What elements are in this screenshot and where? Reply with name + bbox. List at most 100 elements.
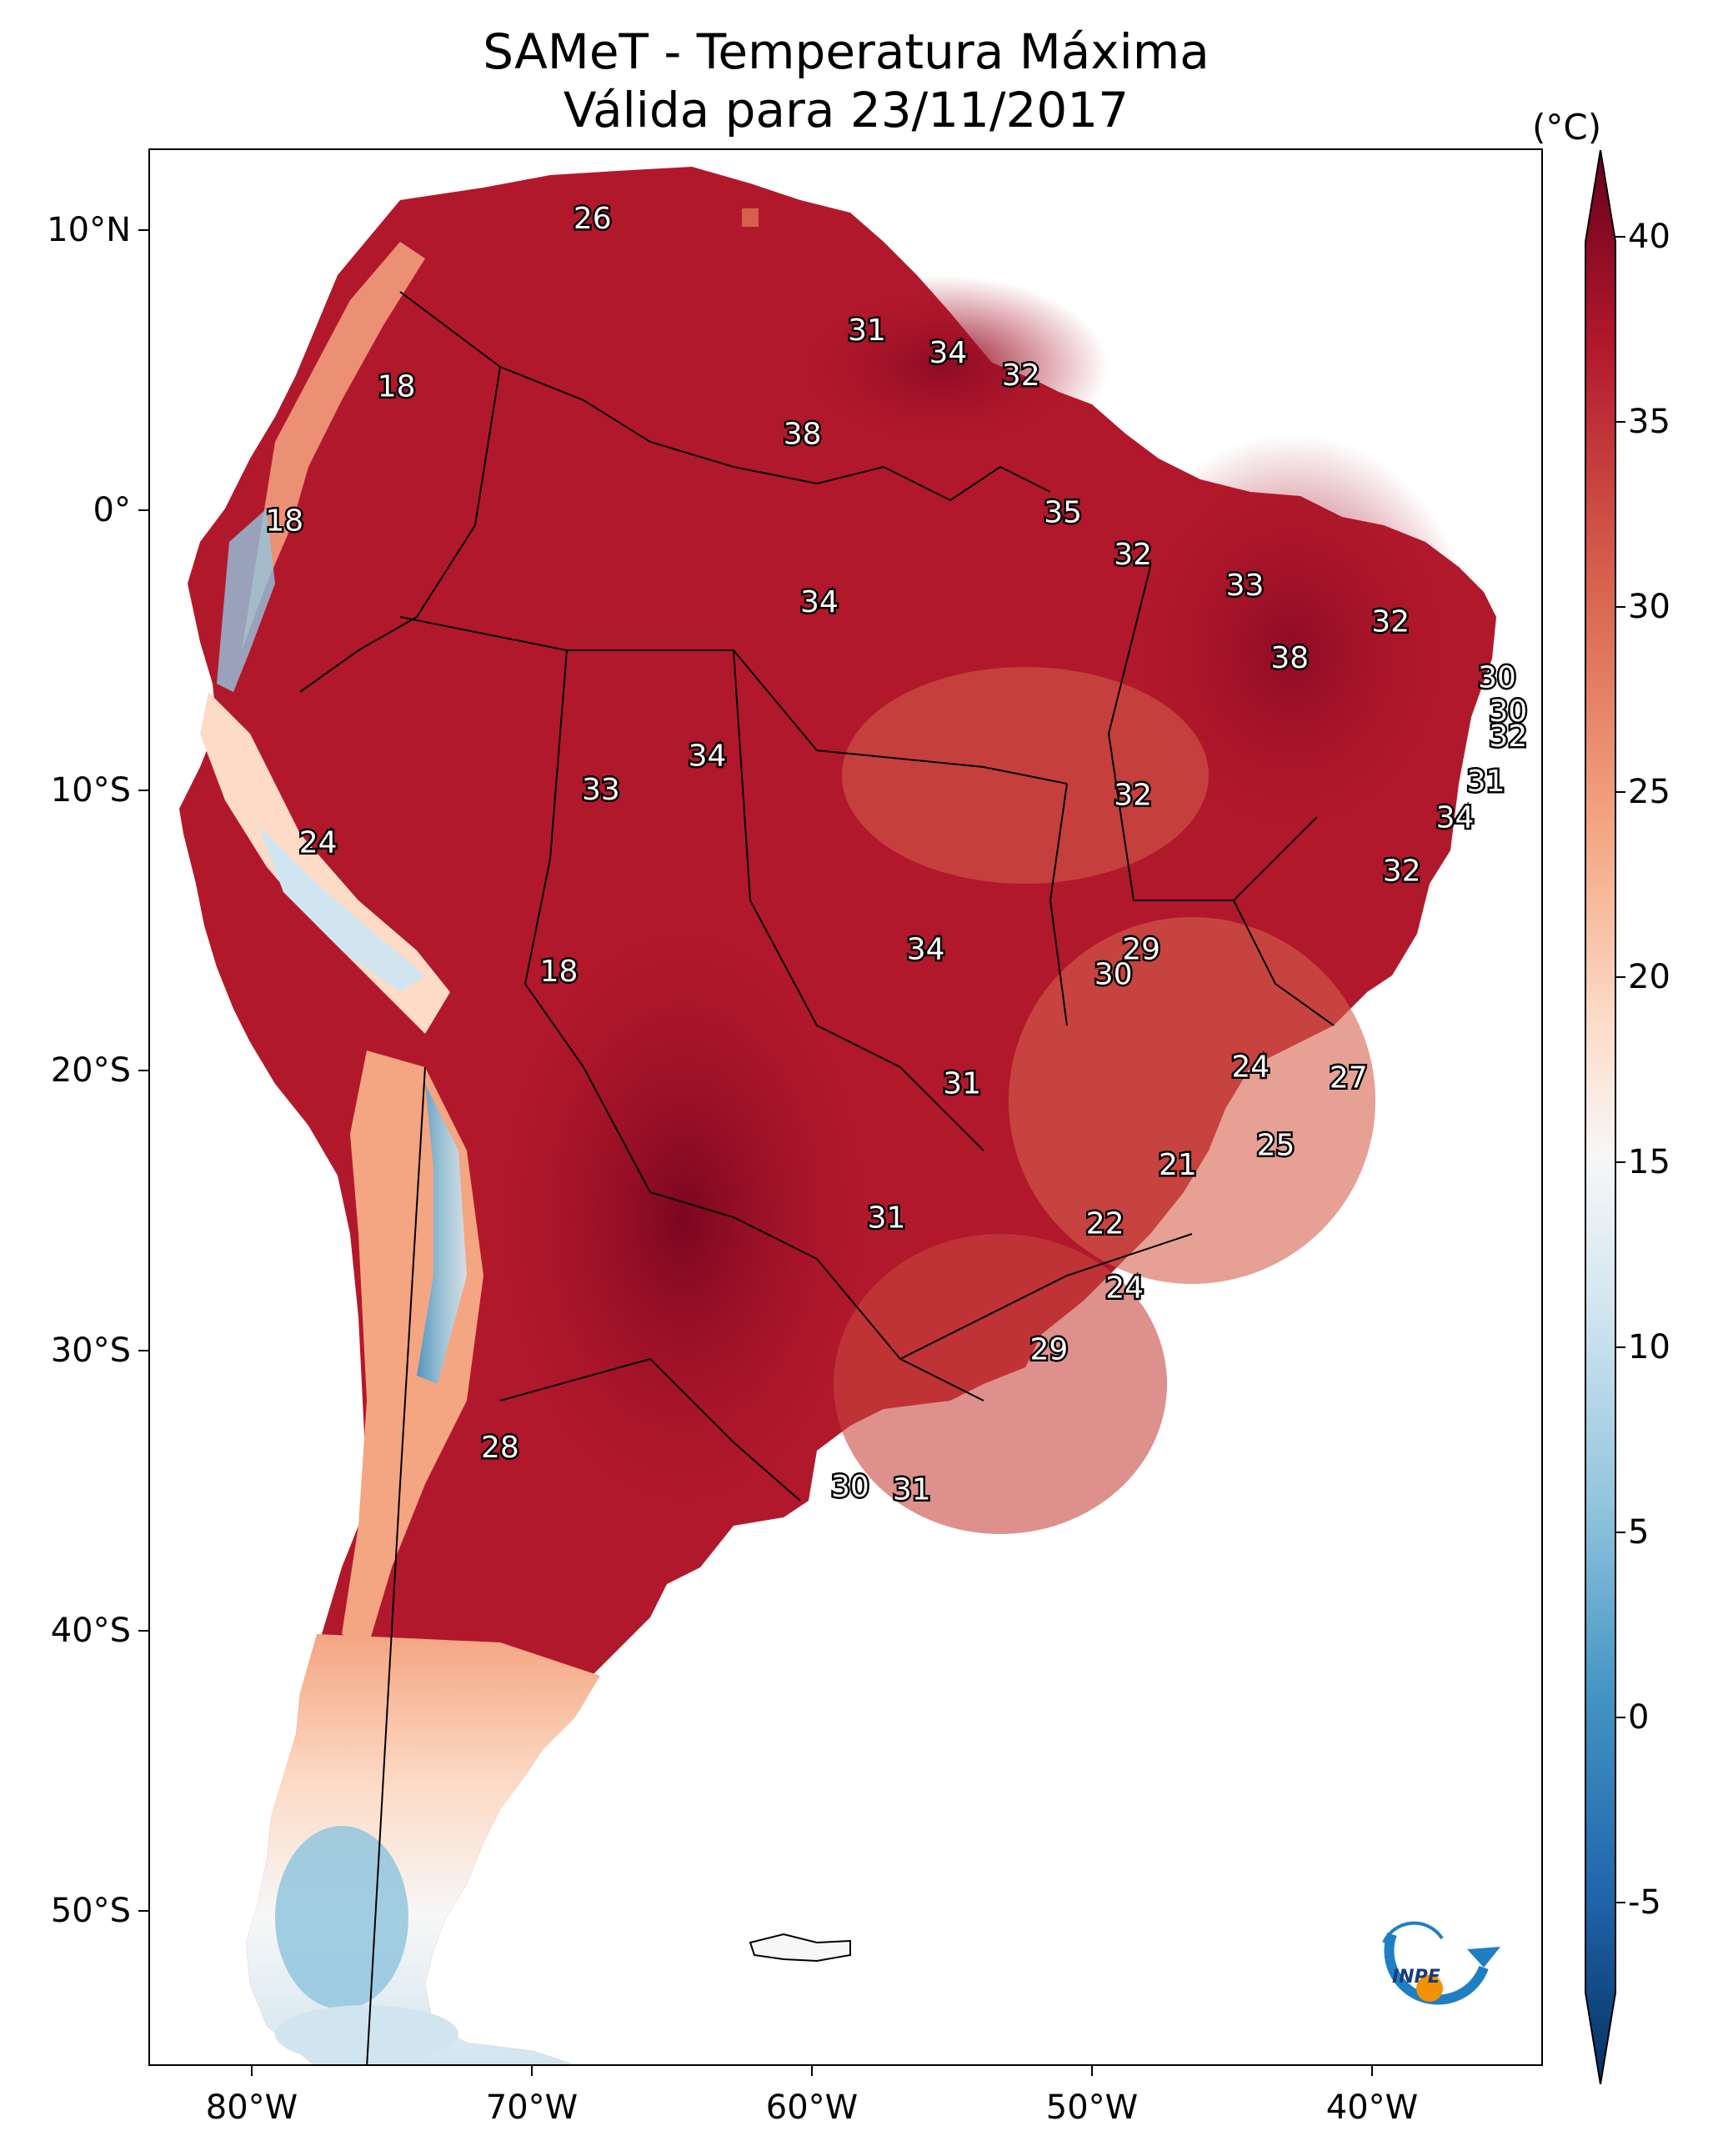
trinidad-island <box>742 208 759 227</box>
colorbar-tick-minus5: -5 <box>1628 1883 1661 1922</box>
colorbar-tick-0: 0 <box>1628 1698 1650 1737</box>
temperature-label: 24 <box>1231 1050 1270 1084</box>
temperature-label: 21 <box>1159 1148 1197 1182</box>
temperature-label: 34 <box>800 585 839 619</box>
lat-tickmark <box>138 790 148 791</box>
colorbar-tickmark <box>1615 1717 1625 1718</box>
map-subtitle: Válida para 23/11/2017 <box>563 82 1129 138</box>
temperature-label: 24 <box>299 826 338 860</box>
hot-region-guiana <box>775 275 1109 459</box>
temperature-label: 38 <box>784 418 822 452</box>
cold-region-patagonia <box>275 1826 408 2009</box>
temperature-label: 31 <box>848 313 886 348</box>
temperature-label: 33 <box>582 773 620 807</box>
lat-tickmark <box>138 229 148 231</box>
warm-region-southeast <box>1009 917 1375 1284</box>
colorbar-tick-40: 40 <box>1628 218 1670 256</box>
temperature-label: 28 <box>481 1431 519 1465</box>
lon-tick-70w: 70°W <box>485 2088 579 2127</box>
temperature-label: 33 <box>1226 569 1265 603</box>
lon-tickmark <box>1091 2066 1093 2076</box>
colorbar-tickmark <box>1615 236 1625 238</box>
temperature-label: 30 <box>1094 958 1133 992</box>
temperature-label: 30 <box>1489 694 1527 729</box>
lat-tick-10n: 10°N <box>47 211 131 249</box>
lon-tick-40w: 40°W <box>1325 2088 1419 2127</box>
lon-tickmark <box>531 2066 533 2076</box>
temperature-label: 38 <box>1270 641 1309 675</box>
colorbar-tickmark <box>1615 1346 1625 1348</box>
lat-tickmark <box>138 1350 148 1351</box>
lat-tickmark <box>138 1630 148 1632</box>
temperature-label: 34 <box>1436 801 1475 835</box>
temperature-label: 35 <box>1044 496 1082 530</box>
lat-tick-0: 0° <box>93 491 131 529</box>
lon-tickmark <box>1371 2066 1373 2076</box>
lat-tick-30s: 30°S <box>50 1331 131 1370</box>
temperature-label: 22 <box>1086 1206 1124 1241</box>
temperature-label: 27 <box>1330 1061 1368 1096</box>
temperature-label: 31 <box>943 1067 981 1101</box>
temperature-label: 31 <box>893 1472 931 1507</box>
colorbar-tick-30: 30 <box>1628 588 1670 626</box>
temperature-label: 18 <box>540 955 579 989</box>
temperature-label: 32 <box>1383 854 1421 888</box>
map-title: SAMeT - Temperatura Máxima <box>483 23 1210 80</box>
colorbar-tickmark <box>1615 1532 1625 1533</box>
lat-tickmark <box>138 1070 148 1071</box>
temperature-label: 32 <box>1002 358 1040 393</box>
temperature-label: 34 <box>907 932 945 966</box>
lat-tick-20s: 20°S <box>50 1051 131 1090</box>
inpe-logo: INPE <box>1382 1921 1500 2005</box>
colorbar-tickmark <box>1615 976 1625 978</box>
temperature-label: 31 <box>868 1201 906 1236</box>
temperature-label: 31 <box>1467 765 1505 799</box>
andes-north <box>242 242 425 650</box>
colorbar-tickmark <box>1615 1161 1625 1163</box>
temperature-label: 29 <box>1029 1332 1068 1366</box>
lat-tick-40s: 40°S <box>50 1612 131 1650</box>
lat-tick-10s: 10°S <box>50 771 131 810</box>
temperature-label: 18 <box>265 504 303 539</box>
temperature-label: 24 <box>1105 1271 1144 1306</box>
colorbar-tick-10: 10 <box>1628 1328 1670 1366</box>
temperature-label: 29 <box>1122 932 1160 966</box>
temperature-label: 30 <box>1478 661 1516 695</box>
lon-tickmark <box>811 2066 813 2076</box>
colorbar-unit: (°C) <box>1532 107 1602 148</box>
temperature-label: 18 <box>378 369 416 404</box>
colorbar-tickmark <box>1615 1902 1625 1903</box>
colorbar-tick-20: 20 <box>1628 958 1670 996</box>
warm-region-south <box>834 1234 1167 1534</box>
colorbar <box>1585 150 1616 2084</box>
temperature-label: 32 <box>1114 779 1152 813</box>
temperature-label: 30 <box>831 1470 869 1504</box>
colorbar-tickmark <box>1615 421 1625 423</box>
colorbar-gradient <box>1585 150 1616 2084</box>
logo-text: INPE <box>1392 1967 1440 1988</box>
andes-ecuador <box>217 509 275 692</box>
colorbar-tick-25: 25 <box>1628 773 1670 811</box>
colorbar-tick-15: 15 <box>1628 1143 1670 1181</box>
lat-tickmark <box>138 1910 148 1912</box>
hot-region-chaco <box>483 900 884 1534</box>
lon-tickmark <box>251 2066 253 2076</box>
andes-altiplano <box>258 825 425 992</box>
lat-tickmark <box>138 509 148 511</box>
temperature-label: 25 <box>1257 1128 1295 1162</box>
temperature-label: 34 <box>929 336 967 370</box>
country-borders <box>299 291 1335 2064</box>
temperature-label: 26 <box>573 202 612 236</box>
colorbar-tick-5: 5 <box>1628 1513 1650 1552</box>
colorbar-tickmark <box>1615 791 1625 793</box>
falkland-islands <box>749 1933 851 1963</box>
temperature-label: 34 <box>689 740 727 774</box>
andes-high-cordillera <box>417 1084 467 1384</box>
colorbar-tickmark <box>1615 606 1625 608</box>
lat-tick-50s: 50°S <box>50 1892 131 1930</box>
cold-region-fuego <box>275 2005 458 2063</box>
temperature-map: 26 18 31 34 32 38 18 35 32 34 33 32 38 30 30 32 34 33 31 32… <box>148 148 1543 2066</box>
temperature-label: 32 <box>1489 720 1527 754</box>
